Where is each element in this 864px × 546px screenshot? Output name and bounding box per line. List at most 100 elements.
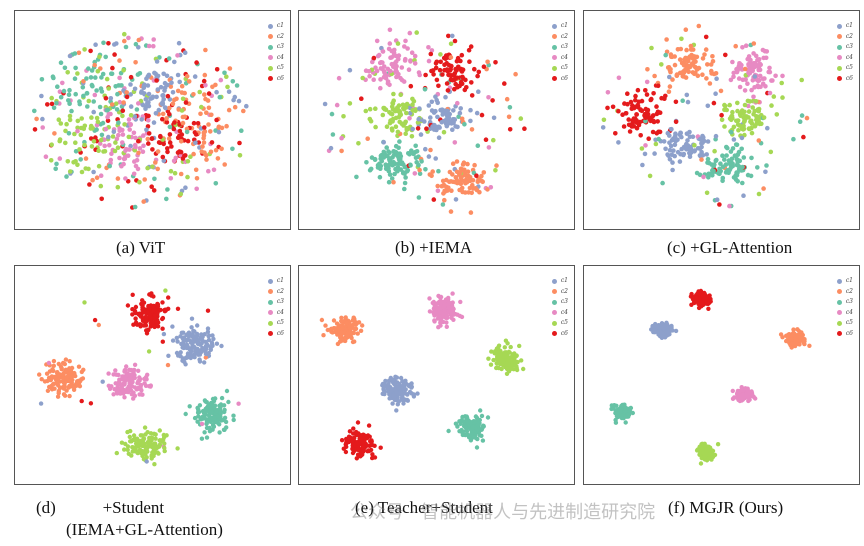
watermark: 公众号 · 智能机器人与先进制造研究院	[350, 502, 656, 523]
scatter-point-c1	[146, 103, 152, 109]
scatter-point-c4	[451, 317, 456, 322]
scatter-point-c1	[436, 135, 442, 140]
panel-d: c1 c2 c3 c4 c5 c6	[14, 265, 291, 485]
scatter-point-c1	[236, 98, 242, 104]
scatter-point-c6	[701, 293, 706, 298]
scatter-point-c6	[165, 149, 170, 155]
scatter-point-c2	[76, 364, 82, 369]
legend-b: c1 c2 c3 c4 c5 c6	[551, 21, 568, 84]
scatter-point-c4	[151, 43, 156, 49]
scatter-point-c4	[438, 295, 443, 301]
scatter-point-c3	[419, 159, 424, 164]
scatter-point-c2	[49, 374, 54, 379]
caption-b: (b) +IEMA	[395, 238, 473, 257]
scatter-point-c2	[203, 96, 208, 102]
scatter-point-c6	[644, 92, 650, 97]
scatter-point-c2	[77, 384, 83, 389]
scatter-point-c3	[735, 152, 741, 157]
scatter-point-c2	[430, 169, 435, 174]
scatter-point-c4	[116, 132, 121, 138]
scatter-point-c4	[434, 309, 439, 315]
scatter-point-c5	[197, 89, 202, 95]
scatter-point-c4	[371, 77, 376, 82]
scatter-point-c5	[367, 116, 373, 122]
scatter-point-c5	[106, 86, 111, 91]
scatter-point-c2	[340, 338, 345, 343]
scatter-point-c3	[623, 420, 628, 425]
scatter-point-c3	[367, 167, 373, 173]
scatter-point-c5	[75, 162, 80, 168]
scatter-point-c5	[141, 436, 146, 442]
scatter-point-c6	[458, 79, 464, 85]
scatter-point-c5	[185, 174, 190, 180]
scatter-point-c5	[761, 115, 767, 120]
scatter-point-c4	[122, 380, 127, 386]
scatter-point-c6	[205, 308, 211, 313]
scatter-point-c6	[99, 196, 104, 202]
scatter-point-c3	[231, 413, 236, 418]
scatter-point-c2	[718, 88, 724, 94]
scatter-point-c3	[78, 157, 83, 162]
scatter-point-c6	[154, 78, 159, 83]
scatter-point-c3	[202, 430, 207, 435]
scatter-point-c1	[731, 137, 737, 142]
scatter-point-c3	[626, 412, 632, 417]
legend-label: c6	[276, 74, 284, 82]
legend-label: c1	[276, 22, 284, 30]
scatter-point-c6	[106, 41, 111, 46]
scatter-point-c3	[54, 100, 59, 106]
scatter-point-c5	[746, 109, 752, 114]
scatter-point-c5	[383, 107, 389, 112]
scatter-point-c1	[156, 107, 162, 113]
scatter-point-c4	[130, 379, 135, 385]
scatter-point-c2	[45, 378, 50, 384]
scatter-point-c6	[151, 188, 157, 193]
scatter-point-c3	[729, 129, 734, 135]
scatter-point-c4	[757, 73, 763, 79]
scatter-point-c3	[199, 436, 205, 441]
scatter-point-c6	[459, 69, 465, 74]
scatter-point-c2	[349, 335, 354, 341]
scatter-point-c3	[53, 166, 58, 172]
scatter-point-c3	[734, 173, 740, 178]
scatter-point-c2	[504, 96, 510, 102]
scatter-point-c5	[390, 119, 395, 124]
legend-label: c5	[560, 319, 568, 327]
scatter-point-c4	[175, 53, 180, 58]
scatter-point-c3	[165, 187, 170, 192]
scatter-point-c4	[402, 58, 408, 63]
scatter-point-c1	[667, 133, 672, 138]
scatter-point-c4	[135, 166, 141, 172]
scatter-point-c4	[367, 73, 372, 79]
scatter-point-c1	[640, 162, 645, 168]
scatter-point-c6	[696, 305, 702, 311]
scatter-point-c1	[322, 101, 328, 107]
scatter-point-c3	[409, 148, 414, 153]
legend-marker	[267, 299, 273, 305]
scatter-point-c4	[391, 53, 397, 58]
scatter-point-c3	[413, 143, 418, 149]
scatter-point-c2	[241, 108, 246, 114]
legend-item-c1: c1	[836, 21, 853, 32]
scatter-point-c4	[763, 55, 769, 61]
scatter-point-c4	[127, 367, 132, 372]
legend-label: c2	[845, 287, 853, 295]
scatter-point-c5	[179, 108, 185, 113]
scatter-point-c2	[155, 149, 161, 154]
scatter-point-c1	[387, 396, 392, 401]
scatter-point-c5	[149, 435, 155, 440]
legend-label: c3	[276, 298, 284, 306]
scatter-point-c6	[706, 306, 711, 311]
scatter-point-c2	[707, 81, 713, 86]
scatter-point-c5	[133, 441, 139, 446]
scatter-point-c2	[49, 383, 54, 389]
scatter-point-c5	[752, 108, 757, 114]
scatter-point-c4	[57, 89, 63, 94]
scatter-point-c6	[450, 77, 455, 83]
scatter-point-c3	[462, 419, 467, 424]
scatter-point-c2	[167, 105, 172, 111]
scatter-point-c4	[132, 159, 137, 164]
scatter-point-c6	[493, 60, 498, 65]
scatter-point-c2	[124, 90, 129, 95]
scatter-point-c6	[648, 97, 653, 103]
